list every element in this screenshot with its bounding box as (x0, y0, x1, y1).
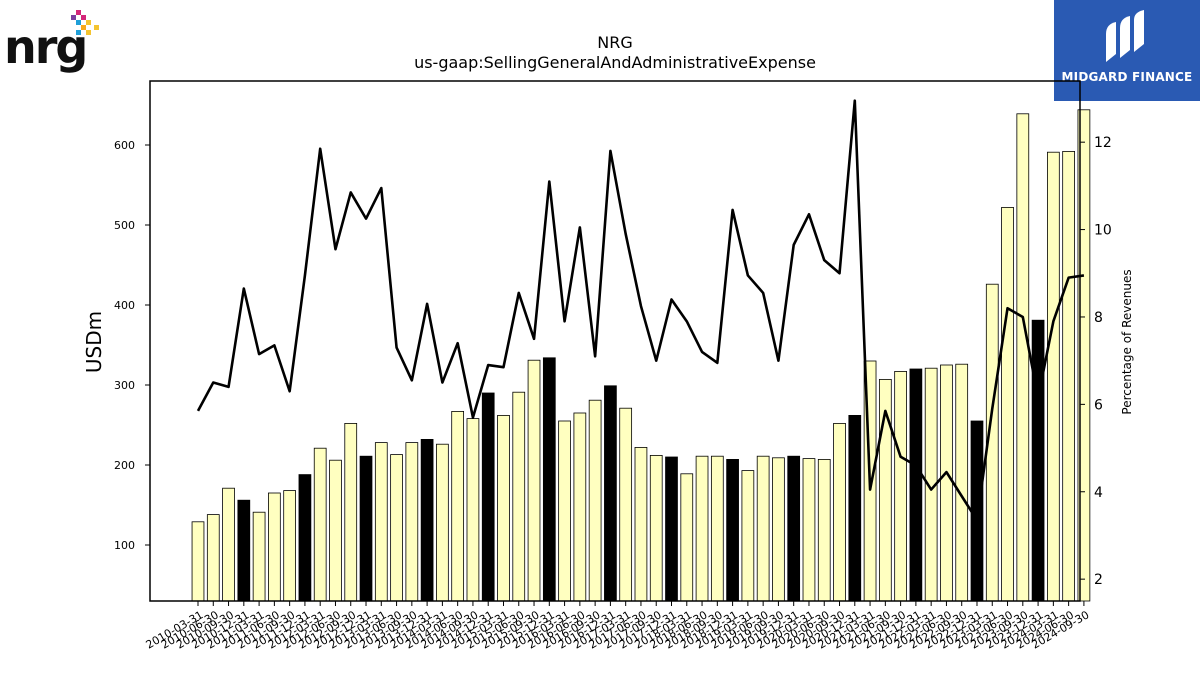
bar-2021-09-30 (894, 370, 907, 602)
bar-2012-03-31 (313, 447, 327, 602)
bar-2018-09-30 (710, 455, 724, 602)
bar-2016-03-31 (558, 420, 571, 602)
bar-2015-09-30 (527, 359, 541, 602)
bar-2012-06-30 (329, 459, 342, 602)
bar-2019-06-30 (756, 455, 770, 602)
y-tick-label: 600 (114, 139, 135, 152)
y2-tick-label: 6 (1094, 397, 1103, 413)
nrg-logo: nrg (4, 6, 104, 72)
bar-2017-12-31 (665, 456, 678, 602)
y-tick-label: 100 (114, 539, 135, 552)
bar-2024-06-30 (1062, 150, 1075, 602)
bar-2016-09-30 (588, 399, 602, 602)
chart-title: NRG (597, 33, 632, 52)
bar-2021-12-31 (909, 368, 923, 602)
nrg-logo-plus-icon (71, 10, 99, 35)
bar-2017-03-31 (619, 407, 633, 602)
ratio-line (196, 99, 1085, 522)
bar-2023-06-30 (1001, 206, 1014, 602)
bar-2010-06-30 (206, 514, 220, 602)
bar-2015-12-31 (542, 357, 556, 602)
y-axis-label: USDm (82, 311, 106, 373)
bar-2013-06-30 (390, 454, 403, 602)
bar-2012-09-30 (344, 422, 358, 602)
bar-2019-12-31 (787, 455, 801, 602)
bar-2014-06-30 (451, 410, 465, 602)
bar-2011-09-30 (283, 490, 297, 602)
y2-tick-label: 2 (1094, 572, 1103, 588)
bar-2014-09-30 (466, 418, 480, 602)
bar-2017-09-30 (649, 454, 663, 602)
bar-2010-09-30 (222, 487, 235, 602)
y-tick-label: 500 (114, 219, 135, 232)
y2-tick-label: 8 (1094, 310, 1103, 326)
bar-2020-06-30 (817, 458, 831, 602)
bar-2014-12-31 (481, 392, 495, 602)
y-tick-label: 400 (114, 299, 135, 312)
line-layer (196, 99, 1085, 522)
bar-2023-09-30 (1016, 113, 1030, 602)
bar-2013-03-31 (374, 442, 388, 602)
bar-2024-03-31 (1047, 151, 1060, 602)
bar-2011-06-30 (268, 492, 281, 602)
bar-2016-06-30 (573, 412, 587, 602)
bar-2019-09-30 (772, 457, 785, 602)
midgard-logo-text: MIDGARD FINANCE (1061, 70, 1193, 84)
bar-2018-03-31 (680, 473, 694, 602)
bar-2019-03-31 (741, 470, 755, 602)
bar-2011-03-31 (252, 511, 266, 602)
bar-2016-12-31 (604, 385, 617, 602)
y-tick-label: 200 (114, 459, 135, 472)
bar-2020-09-30 (833, 422, 846, 602)
y2-tick-label: 4 (1094, 485, 1103, 501)
bar-2010-12-31 (237, 499, 251, 602)
bar-2020-03-31 (802, 458, 816, 602)
y2-axis-label: Percentage of Revenues (1120, 269, 1134, 414)
nrg-logo-text: nrg (4, 20, 88, 74)
bar-2018-12-31 (726, 458, 739, 602)
bars-layer (191, 109, 1091, 602)
bar-2022-06-30 (940, 364, 953, 602)
chart-subtitle: us-gaap:SellingGeneralAndAdministrativeE… (414, 53, 816, 72)
bar-2010-03-31 (191, 521, 205, 602)
bar-2015-06-30 (512, 391, 526, 602)
bar-2011-12-31 (298, 474, 312, 602)
bar-2020-12-31 (848, 414, 862, 602)
bar-2013-09-30 (405, 442, 419, 602)
bar-2012-12-31 (359, 455, 373, 602)
bar-2013-12-31 (420, 438, 434, 602)
y2-tick-label: 12 (1094, 135, 1112, 151)
y2-tick-label: 10 (1094, 223, 1112, 239)
bar-2018-06-30 (695, 455, 709, 602)
bar-2023-12-31 (1031, 319, 1045, 602)
bar-2017-06-30 (634, 446, 648, 602)
y-tick-label: 300 (114, 379, 135, 392)
axes-layer: 100200300400500600246810122010-03-312010… (114, 80, 1112, 652)
midgard-logo-icon (1106, 10, 1144, 62)
plot-frame (149, 80, 1081, 602)
bar-2014-03-31 (436, 443, 449, 602)
bar-2015-03-31 (497, 414, 510, 602)
bar-2022-09-30 (955, 363, 969, 602)
midgard-finance-logo: MIDGARD FINANCE (1054, 0, 1200, 101)
